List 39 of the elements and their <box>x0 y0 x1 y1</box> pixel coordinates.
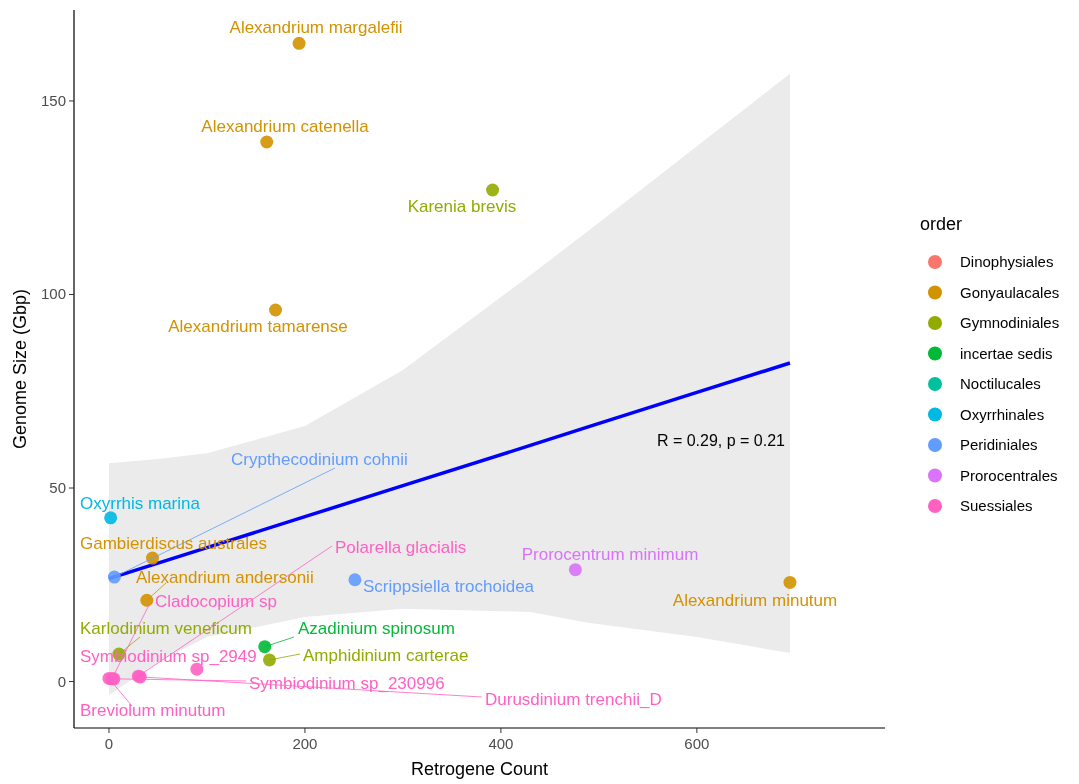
annotation: Azadinium spinosum <box>298 619 455 638</box>
y-tick-label: 100 <box>40 285 66 303</box>
annotation: Symbiodinium sp_230996 <box>249 674 445 693</box>
legend-label: Peridiniales <box>960 436 1038 453</box>
legend-label: Suessiales <box>960 497 1033 514</box>
annotation: Scrippsiella trochoidea <box>363 577 535 596</box>
legend-label: Gymnodiniales <box>960 314 1060 331</box>
x-tick-label: 0 <box>104 735 114 752</box>
annotation: Crypthecodinium cohnii <box>231 450 408 469</box>
legend-title: order <box>920 214 963 234</box>
annotation: Alexandrium andersonii <box>136 568 314 587</box>
annotation: Alexandrium minutum <box>672 591 838 610</box>
x-tick-label: 200 <box>292 735 318 752</box>
legend-label: incertae sedis <box>960 344 1053 362</box>
annotation: Amphidinium carterae <box>303 646 469 665</box>
annotation: Durusdinium trenchii_D <box>485 690 662 709</box>
y-tick-label: 0 <box>57 672 66 690</box>
annotation: Polarella glacialis <box>335 538 467 557</box>
y-tick-label: 50 <box>49 479 66 497</box>
legend-label: Noctilucales <box>960 375 1041 392</box>
annotation: R = 0.29, p = 0.21 <box>656 432 786 449</box>
x-axis-title: Retrogene Count <box>410 759 549 779</box>
annotation: Oxyrrhis marina <box>80 494 201 513</box>
y-tick-label: 150 <box>40 91 66 109</box>
annotation: Cladocopium sp <box>155 592 277 611</box>
y-axis-title: Genome Size (Gbp) <box>10 288 30 450</box>
annotation: Alexandrium catenella <box>201 117 370 136</box>
legend-label: Oxyrrhinales <box>960 405 1045 423</box>
annotation: Karlodinium veneficum <box>80 619 252 638</box>
annotation: Karenia brevis <box>407 197 517 216</box>
legend-label: Prorocentrales <box>960 466 1058 484</box>
x-tick-label: 400 <box>488 735 514 752</box>
annotation: Breviolum minutum <box>80 701 226 720</box>
annotation: Alexandrium margalefii <box>229 18 403 37</box>
annotation: Alexandrium tamarense <box>168 317 348 336</box>
legend-label: Dinophysiales <box>960 253 1054 270</box>
x-tick-label: 600 <box>684 735 710 752</box>
annotation: Prorocentrum minimum <box>521 545 699 564</box>
legend-label: Gonyaulacales <box>960 283 1060 301</box>
